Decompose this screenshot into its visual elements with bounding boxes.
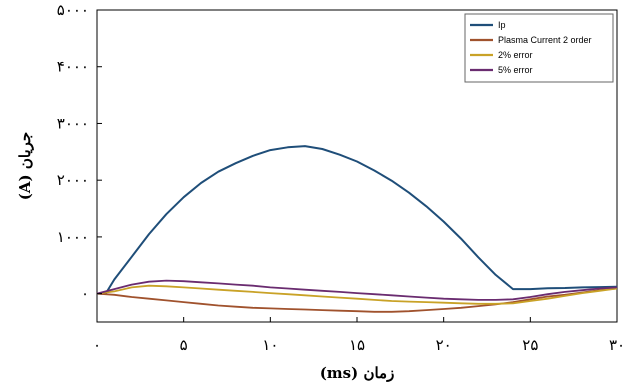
x-tick-label: ۰ (93, 336, 101, 354)
x-tick-label: ۱۰ (262, 336, 278, 354)
x-tick-label: ۲۵ (522, 336, 538, 354)
x-tick-label: ۲۰ (436, 336, 452, 354)
y-tick-label: ۴۰۰۰ (57, 58, 89, 76)
legend: Ip Plasma Current 2 order 2% error 5% error (464, 13, 614, 83)
series-line-4 (96, 279, 618, 301)
y-tick-label: ۵۰۰۰ (57, 1, 89, 19)
y-tick-label: ۱۰۰۰ (57, 228, 89, 246)
x-tick-label: ۵ (180, 336, 188, 354)
series-layer (96, 145, 618, 313)
legend-label: 5% error (498, 65, 533, 75)
legend-label: Plasma Current 2 order (498, 35, 592, 45)
y-tick-label: ۲۰۰۰ (57, 171, 89, 189)
series-line-3 (96, 284, 618, 305)
series-line-1 (97, 145, 618, 295)
y-tick-label: ۰ (81, 285, 89, 303)
ticks-layer: ۰ ۵ ۱۰ ۱۵ ۲۰ ۲۵ ۳۰ ۰ ۱۰۰۰ ۲۰۰۰ ۳۰۰۰ ۴۰۰۰ ۵۰۰۰ (57, 1, 625, 354)
x-axis-title: زمان (ms) (320, 364, 395, 382)
series-line-2 (96, 287, 618, 313)
legend-label: 2% error (498, 50, 533, 60)
x-tick-label: ۳۰ (609, 336, 625, 354)
legend-label: Ip (498, 20, 506, 30)
y-axis-title: جریان (A) (16, 132, 34, 200)
x-tick-label: ۱۵ (349, 336, 365, 354)
y-tick-label: ۳۰۰۰ (57, 114, 89, 132)
